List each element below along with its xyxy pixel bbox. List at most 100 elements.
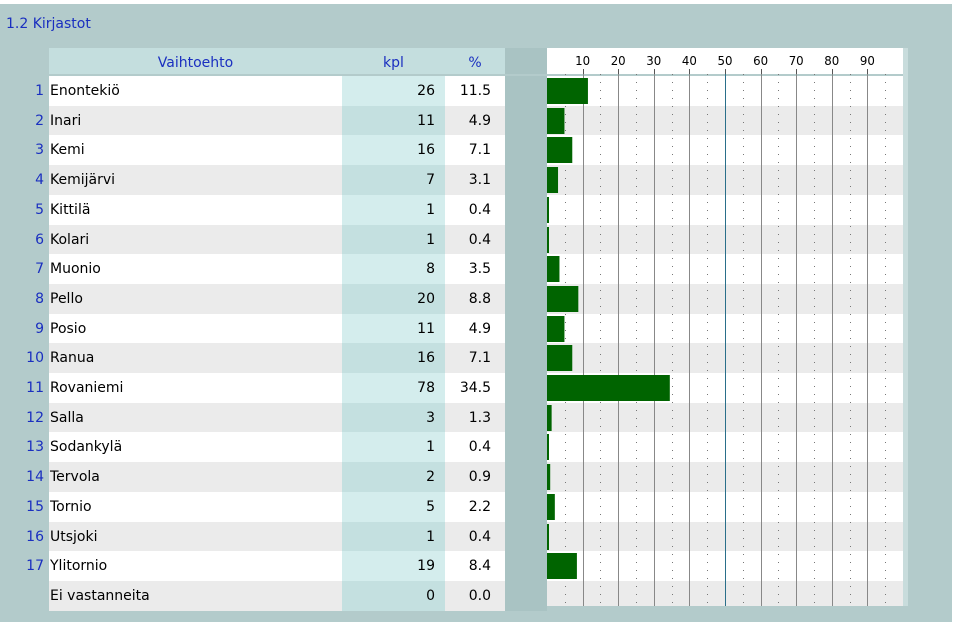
row-count: 5	[342, 492, 445, 522]
x-tick-label: 50	[718, 54, 733, 68]
row-number: 6	[4, 225, 44, 255]
row-percent-value: 0.4	[468, 529, 491, 545]
row-number: 8	[4, 284, 44, 314]
row-count: 26	[342, 76, 445, 106]
row-label: Muonio	[49, 254, 343, 284]
row-count-value: 5	[426, 499, 435, 515]
row-count: 1	[342, 432, 445, 462]
data-bar	[547, 494, 555, 520]
row-percent-value: 0.0	[468, 588, 491, 604]
row-count-value: 1	[426, 439, 435, 455]
row-label: Inari	[49, 106, 343, 136]
table-row: 15 Tornio 5 2.2	[4, 492, 906, 522]
row-number: 16	[4, 522, 44, 552]
row-percent: 0.4	[445, 225, 505, 255]
row-spacer	[505, 284, 547, 314]
x-tick-label: 90	[860, 54, 875, 68]
row-percent-value: 34.5	[459, 380, 491, 396]
row-number: 12	[4, 403, 44, 433]
table-row: 17 Ylitornio 19 8.4	[4, 551, 906, 581]
header-count: kpl	[342, 48, 445, 74]
row-count: 7	[342, 165, 445, 195]
table-row: 16 Utsjoki 1 0.4	[4, 522, 906, 552]
row-label: Utsjoki	[49, 522, 343, 552]
data-bar	[547, 197, 549, 223]
table-row: 11 Rovaniemi 78 34.5	[4, 373, 906, 403]
row-spacer	[505, 254, 547, 284]
row-number: 14	[4, 462, 44, 492]
row-percent: 3.1	[445, 165, 505, 195]
row-label: Kittilä	[49, 195, 343, 225]
data-bar	[547, 434, 549, 460]
table-row: 14 Tervola 2 0.9	[4, 462, 906, 492]
row-percent: 2.2	[445, 492, 505, 522]
row-count: 3	[342, 403, 445, 433]
table-row: 5 Kittilä 1 0.4	[4, 195, 906, 225]
row-percent: 7.1	[445, 343, 505, 373]
table-row: Ei vastanneita 0 0.0	[4, 581, 906, 611]
data-bar	[547, 345, 573, 371]
row-count: 1	[342, 522, 445, 552]
row-label: Kolari	[49, 225, 343, 255]
row-percent: 4.9	[445, 106, 505, 136]
row-number: 15	[4, 492, 44, 522]
row-number: 4	[4, 165, 44, 195]
x-tick-label: 10	[575, 54, 590, 68]
row-count-value: 11	[417, 321, 435, 337]
data-bar	[547, 78, 588, 104]
section-title: 1.2 Kirjastot	[6, 16, 91, 32]
row-percent-value: 7.1	[468, 142, 491, 158]
row-number: 2	[4, 106, 44, 136]
row-count: 20	[342, 284, 445, 314]
data-bar	[547, 464, 551, 490]
row-count: 1	[342, 195, 445, 225]
row-number: 1	[4, 76, 44, 106]
table-row: 9 Posio 11 4.9	[4, 314, 906, 344]
row-spacer	[505, 581, 547, 611]
table-row: 2 Inari 11 4.9	[4, 106, 906, 136]
row-label: Tervola	[49, 462, 343, 492]
row-label: Enontekiö	[49, 76, 343, 106]
row-number: 3	[4, 135, 44, 165]
table-row: 10 Ranua 16 7.1	[4, 343, 906, 373]
row-count: 1	[342, 225, 445, 255]
row-label: Ei vastanneita	[49, 581, 343, 611]
row-count: 11	[342, 106, 445, 136]
row-percent-value: 3.5	[468, 261, 491, 277]
row-percent: 0.9	[445, 462, 505, 492]
row-number: 9	[4, 314, 44, 344]
row-label: Pello	[49, 284, 343, 314]
x-tick-label: 80	[824, 54, 839, 68]
row-count-value: 19	[417, 558, 435, 574]
row-count-value: 11	[417, 113, 435, 129]
table-row: 1 Enontekiö 26 11.5	[4, 76, 906, 106]
row-number: 7	[4, 254, 44, 284]
row-count: 78	[342, 373, 445, 403]
table-row: 13 Sodankylä 1 0.4	[4, 432, 906, 462]
row-percent: 0.4	[445, 195, 505, 225]
row-count-value: 3	[426, 410, 435, 426]
table-row: 4 Kemijärvi 7 3.1	[4, 165, 906, 195]
row-count-value: 20	[417, 291, 435, 307]
row-label: Ylitornio	[49, 551, 343, 581]
row-count-value: 26	[417, 83, 435, 99]
x-tick-label: 70	[789, 54, 804, 68]
row-percent: 0.0	[445, 581, 505, 611]
header-option: Vaihtoehto	[49, 48, 342, 74]
x-tick-label: 60	[753, 54, 768, 68]
row-percent-value: 8.8	[468, 291, 491, 307]
row-count: 2	[342, 462, 445, 492]
row-label: Sodankylä	[49, 432, 343, 462]
row-spacer	[505, 165, 547, 195]
row-label: Kemi	[49, 135, 343, 165]
table-row: 6 Kolari 1 0.4	[4, 225, 906, 255]
row-number: 11	[4, 373, 44, 403]
row-spacer	[505, 314, 547, 344]
row-spacer	[505, 106, 547, 136]
row-percent-value: 8.4	[468, 558, 491, 574]
row-count: 8	[342, 254, 445, 284]
data-bar	[547, 286, 579, 312]
row-percent-value: 11.5	[459, 83, 491, 99]
data-bar	[547, 256, 560, 282]
x-tick-label: 40	[682, 54, 697, 68]
